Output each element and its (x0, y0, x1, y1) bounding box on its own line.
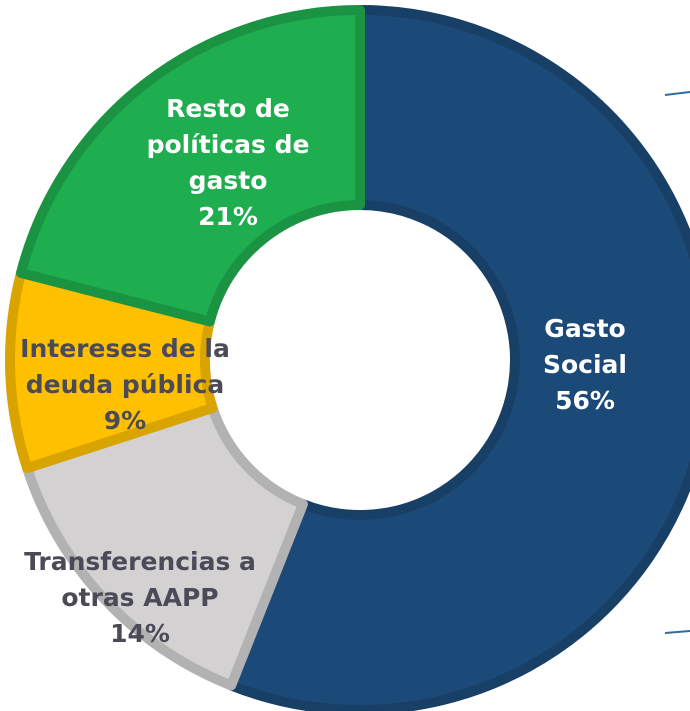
value-label: 56% (555, 386, 615, 415)
decor-line (664, 630, 690, 634)
slice-label: Gasto Social 56% (525, 311, 645, 419)
category-label: Transferencias a otras AAPP (24, 547, 256, 612)
decor-line (664, 91, 690, 96)
category-label: Gasto Social (542, 314, 627, 379)
slice-label: Intereses de la deuda pública 9% (0, 331, 250, 439)
value-label: 9% (103, 406, 147, 435)
slice-label: Resto de políticas de gasto 21% (138, 91, 318, 235)
donut-slice (15, 5, 365, 327)
slice-label: Transferencias a otras AAPP 14% (5, 544, 275, 652)
value-label: 21% (198, 202, 258, 231)
slices (5, 5, 690, 711)
donut-slice (226, 5, 690, 711)
value-label: 14% (110, 619, 170, 648)
category-label: Intereses de la deuda pública (20, 334, 230, 399)
donut-slice (22, 402, 308, 691)
category-label: Resto de políticas de gasto (146, 94, 310, 195)
